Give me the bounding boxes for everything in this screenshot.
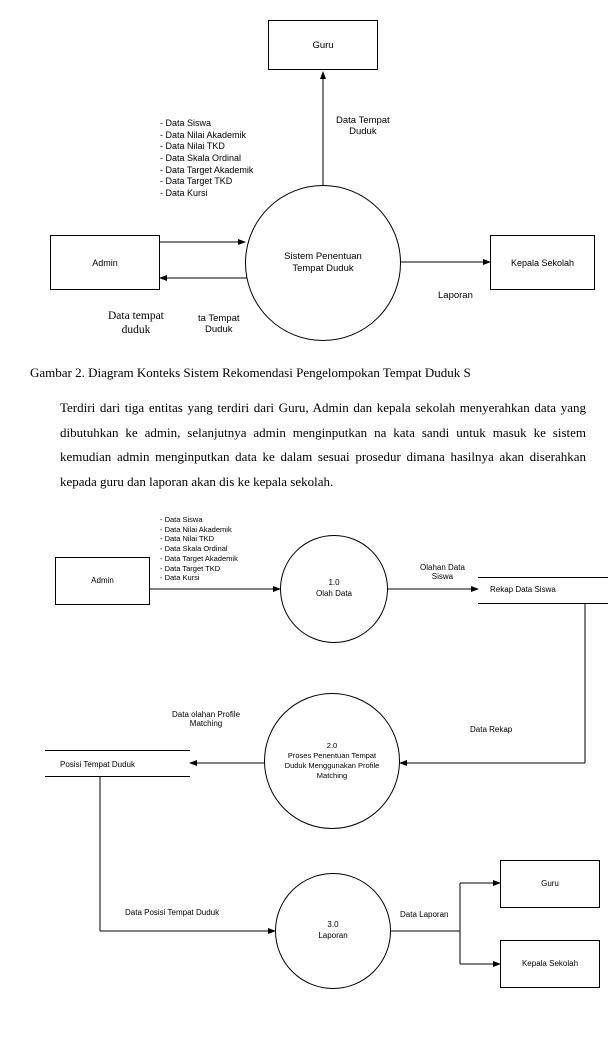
data-tempat-duduk-top-label: Data Tempat Duduk: [336, 115, 390, 138]
admin-entity-d2: Admin: [55, 557, 150, 605]
data-item: - Data Target Akademik: [160, 165, 253, 177]
c3-label: 3.0 Laporan: [318, 920, 347, 941]
data-posisi-label: Data Posisi Tempat Duduk: [125, 908, 219, 918]
data-list-d2: - Data Siswa - Data Nilai Akademik - Dat…: [160, 515, 238, 583]
data-item: - Data Target TKD: [160, 176, 253, 188]
laporan-label: Laporan: [438, 290, 473, 302]
data-item: - Data Kursi: [160, 573, 238, 583]
process-label: Sistem Penentuan Tempat Duduk: [284, 251, 362, 276]
rekap-data-siswa-label: Rekap Data Siswa: [490, 585, 556, 595]
data-item: - Data Target TKD: [160, 564, 238, 574]
paragraph-text: Terdiri dari tiga entitas yang terdiri d…: [60, 396, 586, 495]
datastore-line: [45, 776, 190, 777]
data-tempat-duduk-left-label: Data tempat duduk: [108, 310, 164, 338]
posisi-tempat-duduk-label: Posisi Tempat Duduk: [60, 760, 135, 770]
datastore-line: [478, 603, 608, 604]
kepala-label: Kepala Sekolah: [511, 258, 574, 268]
guru-label: Guru: [312, 40, 333, 51]
datastore-line: [478, 577, 608, 578]
data-item: - Data Target Akademik: [160, 554, 238, 564]
data-item: - Data Nilai TKD: [160, 534, 238, 544]
ta-tempat-duduk-label: ta Tempat Duduk: [198, 313, 240, 336]
c1-label: 1.0 Olah Data: [316, 578, 352, 599]
sistem-penentuan-process: Sistem Penentuan Tempat Duduk: [245, 185, 401, 341]
dfd-diagram: Admin 1.0 Olah Data 2.0 Proses Penentuan…: [0, 515, 616, 1005]
data-olahan-profile-label: Data olahan Profile Matching: [172, 710, 240, 729]
data-list-d1: - Data Siswa - Data Nilai Akademik - Dat…: [160, 118, 253, 200]
data-item: - Data Nilai Akademik: [160, 130, 253, 142]
kepala-entity-d2: Kepala Sekolah: [500, 940, 600, 988]
admin-entity: Admin: [50, 235, 160, 290]
guru-entity-d2: Guru: [500, 860, 600, 908]
data-item: - Data Skala Ordinal: [160, 153, 253, 165]
data-rekap-label: Data Rekap: [470, 725, 512, 735]
process-3-laporan: 3.0 Laporan: [275, 873, 391, 989]
admin-label: Admin: [92, 258, 118, 268]
data-item: - Data Nilai TKD: [160, 141, 253, 153]
datastore-line: [45, 750, 190, 751]
data-item: - Data Kursi: [160, 188, 253, 200]
data-item: - Data Siswa: [160, 118, 253, 130]
process-1-olah-data: 1.0 Olah Data: [280, 535, 388, 643]
process-2-profile-matching: 2.0 Proses Penentuan Tempat Duduk Menggu…: [264, 693, 400, 829]
olahan-data-siswa-label: Olahan Data Siswa: [420, 563, 465, 582]
kepala-label-d2: Kepala Sekolah: [522, 959, 578, 968]
c2-label: 2.0 Proses Penentuan Tempat Duduk Menggu…: [285, 741, 380, 780]
admin-label-d2: Admin: [91, 576, 114, 585]
context-diagram: Guru Admin Kepala Sekolah Sistem Penentu…: [0, 10, 616, 355]
data-item: - Data Nilai Akademik: [160, 525, 238, 535]
guru-label-d2: Guru: [541, 879, 559, 888]
data-laporan-label: Data Laporan: [400, 910, 448, 920]
kepala-sekolah-entity: Kepala Sekolah: [490, 235, 595, 290]
guru-entity: Guru: [268, 20, 378, 70]
figure-caption: Gambar 2. Diagram Konteks Sistem Rekomen…: [30, 365, 616, 381]
data-item: - Data Siswa: [160, 515, 238, 525]
data-item: - Data Skala Ordinal: [160, 544, 238, 554]
